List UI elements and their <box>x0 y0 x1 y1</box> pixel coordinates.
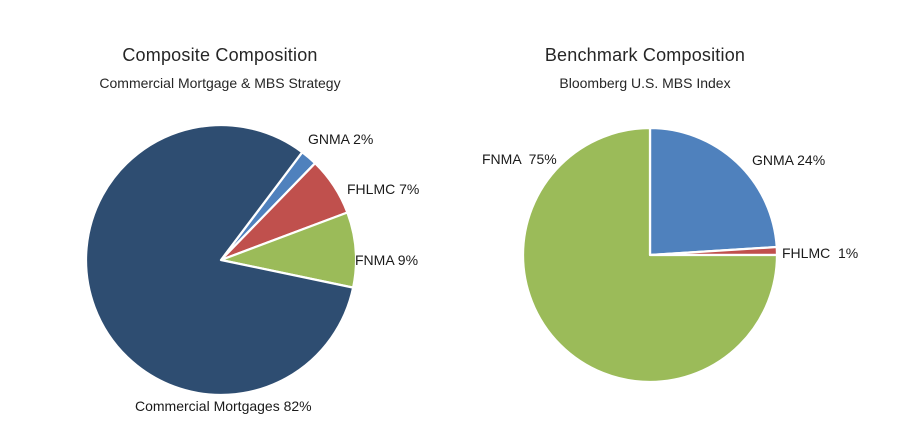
pie-slice-fnma <box>521 126 779 384</box>
benchmark-label-fnma: FNMA 75% <box>482 151 557 167</box>
benchmark-pie-chart <box>521 126 779 384</box>
composite-pie-chart <box>84 123 358 397</box>
benchmark-chart-subtitle: Bloomberg U.S. MBS Index <box>559 75 731 91</box>
composite-chart-title: Composite Composition <box>122 45 318 65</box>
composite-label-commercial-mortgages: Commercial Mortgages 82% <box>135 398 312 414</box>
composite-label-gnma: GNMA 2% <box>308 131 374 147</box>
pie-slice-gnma <box>648 126 778 257</box>
composite-chart-subtitle: Commercial Mortgage & MBS Strategy <box>99 75 341 91</box>
pie-slice-commercial-mortgages <box>84 123 355 397</box>
composite-label-fhlmc: FHLMC 7% <box>347 181 420 197</box>
benchmark-chart-title: Benchmark Composition <box>544 45 746 65</box>
composite-label-fnma: FNMA 9% <box>355 252 419 268</box>
benchmark-label-gnma: GNMA 24% <box>752 152 826 168</box>
benchmark-label-fhlmc: FHLMC 1% <box>782 245 859 261</box>
